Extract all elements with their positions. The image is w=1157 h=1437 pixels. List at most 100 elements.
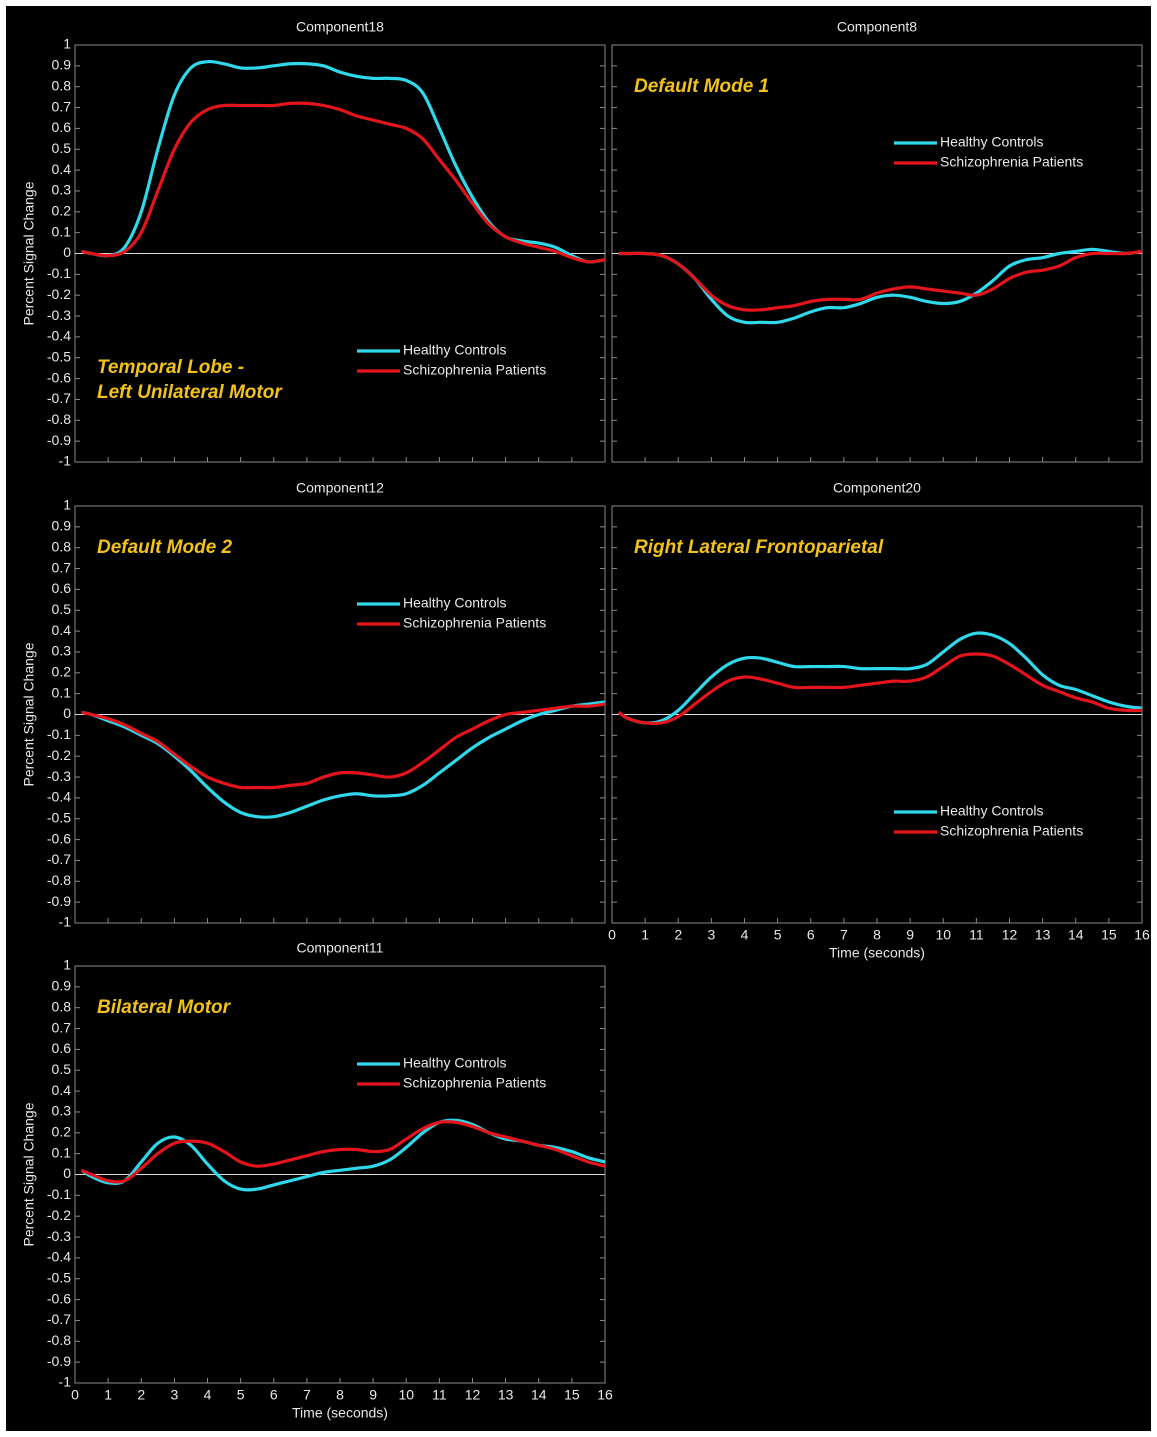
y-tick-label: -0.4 bbox=[47, 1249, 71, 1265]
y-tick-label: -0.5 bbox=[47, 809, 71, 825]
y-tick-label: 0.4 bbox=[52, 161, 72, 177]
y-tick-label: 0 bbox=[63, 244, 71, 260]
y-tick-label: 0.7 bbox=[52, 1019, 72, 1035]
x-tick-label: 11 bbox=[969, 927, 984, 943]
x-tick-label: 5 bbox=[237, 1387, 245, 1403]
panel-title: Component18 bbox=[296, 19, 384, 35]
y-tick-label: 0.6 bbox=[52, 119, 72, 135]
y-tick-label: -0.2 bbox=[47, 1207, 71, 1223]
x-tick-label: 13 bbox=[498, 1387, 514, 1403]
y-tick-label: 0.1 bbox=[52, 684, 72, 700]
y-tick-label: 1 bbox=[63, 36, 71, 52]
x-tick-label: 15 bbox=[564, 1387, 580, 1403]
x-tick-label: 1 bbox=[104, 1387, 112, 1403]
x-tick-label: 15 bbox=[1101, 927, 1117, 943]
y-tick-label: -0.3 bbox=[47, 768, 71, 784]
x-tick-label: 5 bbox=[774, 927, 782, 943]
y-tick-label: 0 bbox=[63, 1165, 71, 1181]
y-tick-label: -0.7 bbox=[47, 390, 71, 406]
y-tick-label: -0.7 bbox=[47, 1311, 71, 1327]
x-tick-label: 2 bbox=[137, 1387, 145, 1403]
y-tick-label: -0.6 bbox=[47, 830, 71, 846]
y-tick-label: 0.3 bbox=[52, 643, 72, 659]
y-tick-label: 0.4 bbox=[52, 1082, 72, 1098]
x-tick-label: 16 bbox=[597, 1387, 613, 1403]
y-tick-label: 0.5 bbox=[52, 140, 72, 156]
y-tick-label: -0.4 bbox=[47, 328, 71, 344]
y-axis-label: Percent Signal Change bbox=[21, 642, 37, 786]
y-tick-label: 0.1 bbox=[52, 1144, 72, 1160]
x-tick-label: 10 bbox=[398, 1387, 414, 1403]
annotation: Right Lateral Frontoparietal bbox=[634, 537, 884, 558]
y-tick-label: 0.8 bbox=[52, 998, 72, 1014]
x-tick-label: 3 bbox=[707, 927, 715, 943]
y-tick-label: 0.2 bbox=[52, 664, 72, 680]
legend-label: Schizophrenia Patients bbox=[403, 362, 546, 378]
x-tick-label: 16 bbox=[1134, 927, 1150, 943]
x-tick-label: 4 bbox=[204, 1387, 212, 1403]
y-tick-label: -0.8 bbox=[47, 1332, 71, 1348]
y-tick-label: 0.9 bbox=[52, 518, 72, 534]
y-tick-label: -0.4 bbox=[47, 789, 71, 805]
y-tick-label: -0.5 bbox=[47, 1269, 71, 1285]
y-tick-label: 0.7 bbox=[52, 559, 72, 575]
y-tick-label: -0.9 bbox=[47, 893, 71, 909]
x-tick-label: 0 bbox=[71, 1387, 79, 1403]
y-tick-label: -1 bbox=[59, 914, 72, 930]
y-tick-label: 0.9 bbox=[52, 57, 72, 73]
y-tick-label: 0.5 bbox=[52, 601, 72, 617]
y-tick-label: 0.9 bbox=[52, 978, 72, 994]
x-tick-label: 9 bbox=[906, 927, 914, 943]
y-tick-label: -0.2 bbox=[47, 286, 71, 302]
y-tick-label: 0.6 bbox=[52, 580, 72, 596]
x-tick-label: 10 bbox=[935, 927, 951, 943]
y-tick-label: 0.6 bbox=[52, 1040, 72, 1056]
x-tick-label: 8 bbox=[873, 927, 881, 943]
x-tick-label: 7 bbox=[303, 1387, 311, 1403]
x-tick-label: 14 bbox=[531, 1387, 547, 1403]
legend-label: Schizophrenia Patients bbox=[403, 615, 546, 631]
legend-label: Healthy Controls bbox=[940, 134, 1044, 150]
x-tick-label: 4 bbox=[741, 927, 749, 943]
x-axis-label: Time (seconds) bbox=[829, 945, 925, 961]
y-tick-label: 0.8 bbox=[52, 538, 72, 554]
y-tick-label: -0.2 bbox=[47, 747, 71, 763]
annotation: Default Mode 1 bbox=[634, 76, 769, 97]
x-tick-label: 1 bbox=[641, 927, 649, 943]
series-line bbox=[81, 1120, 606, 1184]
x-tick-label: 12 bbox=[465, 1387, 481, 1403]
y-tick-label: 1 bbox=[63, 957, 71, 973]
y-tick-label: 0.2 bbox=[52, 203, 72, 219]
y-tick-label: 0.3 bbox=[52, 1103, 72, 1119]
y-tick-label: 0.5 bbox=[52, 1061, 72, 1077]
x-tick-label: 7 bbox=[840, 927, 848, 943]
y-tick-label: 0.1 bbox=[52, 223, 72, 239]
legend-label: Schizophrenia Patients bbox=[940, 154, 1083, 170]
x-tick-label: 9 bbox=[369, 1387, 377, 1403]
legend-label: Healthy Controls bbox=[403, 595, 507, 611]
annotation: Default Mode 2 bbox=[97, 537, 233, 558]
y-tick-label: -0.6 bbox=[47, 1290, 71, 1306]
x-tick-label: 0 bbox=[608, 927, 616, 943]
x-axis-label: Time (seconds) bbox=[292, 1405, 388, 1421]
panel-title: Component8 bbox=[837, 19, 917, 35]
panel-title: Component20 bbox=[833, 480, 921, 496]
series-line bbox=[81, 101, 606, 264]
x-tick-label: 11 bbox=[432, 1387, 447, 1403]
panel-title: Component11 bbox=[297, 940, 384, 956]
background bbox=[6, 6, 1151, 1431]
y-tick-label: -0.8 bbox=[47, 411, 71, 427]
annotation: Temporal Lobe - bbox=[97, 357, 244, 378]
y-tick-label: -0.3 bbox=[47, 1228, 71, 1244]
y-axis-label: Percent Signal Change bbox=[21, 181, 37, 325]
legend-label: Schizophrenia Patients bbox=[940, 823, 1083, 839]
y-tick-label: -0.7 bbox=[47, 851, 71, 867]
y-tick-label: -0.9 bbox=[47, 1353, 71, 1369]
y-tick-label: 0.2 bbox=[52, 1124, 72, 1140]
y-axis-label: Percent Signal Change bbox=[21, 1102, 37, 1246]
x-tick-label: 14 bbox=[1068, 927, 1084, 943]
x-tick-label: 8 bbox=[336, 1387, 344, 1403]
series-line bbox=[617, 652, 1143, 726]
y-tick-label: -0.9 bbox=[47, 432, 71, 448]
